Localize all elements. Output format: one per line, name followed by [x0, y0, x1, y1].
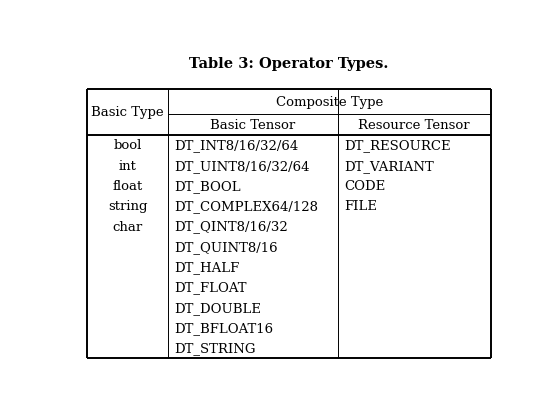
Text: DT_VARIANT: DT_VARIANT [344, 159, 434, 172]
Text: Basic Type: Basic Type [91, 106, 164, 119]
Text: DT_FLOAT: DT_FLOAT [175, 281, 247, 294]
Text: DT_BOOL: DT_BOOL [175, 180, 241, 192]
Text: DT_INT8/16/32/64: DT_INT8/16/32/64 [175, 139, 299, 152]
Text: DT_HALF: DT_HALF [175, 261, 240, 273]
Text: DT_DOUBLE: DT_DOUBLE [175, 301, 262, 314]
Text: Table 3: Operator Types.: Table 3: Operator Types. [189, 57, 389, 71]
Text: FILE: FILE [344, 200, 377, 213]
Text: Composite Type: Composite Type [276, 95, 383, 109]
Text: DT_UINT8/16/32/64: DT_UINT8/16/32/64 [175, 159, 310, 172]
Text: DT_QINT8/16/32: DT_QINT8/16/32 [175, 220, 288, 233]
Text: DT_BFLOAT16: DT_BFLOAT16 [175, 321, 274, 334]
Text: Resource Tensor: Resource Tensor [358, 119, 470, 132]
Text: DT_STRING: DT_STRING [175, 342, 256, 354]
Text: string: string [108, 200, 147, 213]
Text: char: char [113, 220, 143, 233]
Text: int: int [119, 159, 137, 172]
Text: Basic Tensor: Basic Tensor [210, 119, 296, 132]
Text: DT_COMPLEX64/128: DT_COMPLEX64/128 [175, 200, 319, 213]
Text: DT_RESOURCE: DT_RESOURCE [344, 139, 451, 152]
Text: DT_QUINT8/16: DT_QUINT8/16 [175, 240, 278, 253]
Text: CODE: CODE [344, 180, 385, 192]
Text: bool: bool [114, 139, 142, 152]
Text: float: float [113, 180, 143, 192]
